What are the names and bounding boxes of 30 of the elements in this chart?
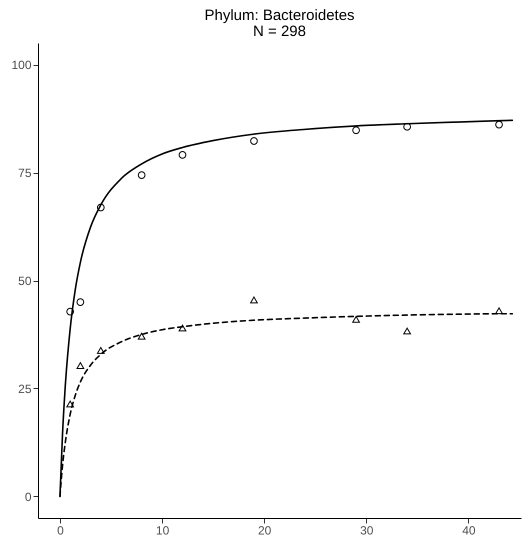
y-tick-label: 0 <box>24 490 32 504</box>
point <box>76 298 84 306</box>
point <box>66 308 74 316</box>
chart-title: Phylum: Bacteroidetes <box>204 7 355 24</box>
point <box>138 171 146 179</box>
point <box>352 126 360 134</box>
point <box>96 347 105 354</box>
point <box>250 296 258 304</box>
point <box>96 204 105 212</box>
point <box>352 316 360 323</box>
x-tick-label: 10 <box>156 524 170 538</box>
x-tick-label: 40 <box>462 524 476 538</box>
chart-subtitle: N = 298 <box>253 23 306 40</box>
x-tick-label: 30 <box>360 524 374 538</box>
y-tick-label: 75 <box>18 166 32 180</box>
point <box>76 362 84 369</box>
x-tick-label: 20 <box>258 524 272 538</box>
point <box>495 120 503 128</box>
point <box>495 307 503 314</box>
point <box>178 324 186 332</box>
point <box>403 122 411 131</box>
y-tick-label: 50 <box>18 274 32 288</box>
point <box>403 328 411 334</box>
y-tick-label: 25 <box>18 382 32 396</box>
point <box>178 150 186 159</box>
point <box>66 400 74 408</box>
point <box>250 137 258 145</box>
y-tick-label: 100 <box>11 58 32 72</box>
x-tick-label: 0 <box>57 524 64 538</box>
point <box>138 332 146 340</box>
